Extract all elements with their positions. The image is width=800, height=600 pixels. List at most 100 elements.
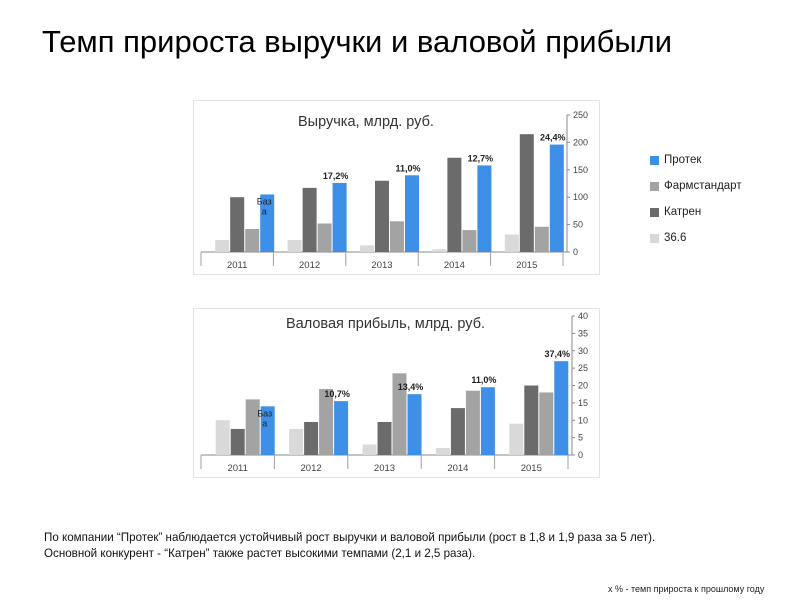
bar-фармстандарт-2014: [465, 390, 480, 455]
legend-label: Протек: [664, 154, 702, 166]
bar-протек-2013: [405, 175, 419, 252]
y-tick-label: 10: [578, 415, 588, 425]
legend-swatch: [650, 207, 659, 217]
bar-протек-2013: [407, 394, 422, 455]
bar-катрен-2011: [230, 428, 245, 455]
page-title: Темп прироста выручки и валовой прибыли: [42, 24, 673, 59]
y-tick-label: 150: [573, 165, 588, 175]
data-label: Баз: [257, 196, 272, 206]
chart-title: Выручка, млрд. руб.: [298, 114, 434, 130]
bar-катрен-2014: [450, 408, 465, 455]
bar-катрен-2011: [230, 197, 245, 252]
y-tick-label: 50: [573, 220, 583, 230]
bar-фармстандарт-2012: [317, 223, 332, 252]
chart-svg: Валовая прибыль, млрд. руб. 0 5 10 15 20 25 30 3…: [193, 308, 600, 478]
bar-протек-2014: [480, 387, 495, 455]
y-tick-label: 5: [578, 433, 583, 443]
data-label: 17,2%: [323, 171, 349, 181]
bar-36-6-2011: [215, 420, 230, 455]
bar-катрен-2012: [302, 187, 317, 252]
x-tick-label: 2014: [447, 463, 468, 474]
chart-title: Валовая прибыль, млрд. руб.: [286, 316, 485, 332]
bar-36-6-2013: [360, 245, 374, 252]
x-tick-label: 2011: [227, 463, 247, 474]
gross-profit-chart: Валовая прибыль, млрд. руб. 0 5 10 15 20 25 30 3…: [193, 308, 600, 478]
bar-протек-2015: [549, 144, 564, 252]
bar-фармстандарт-2013: [390, 221, 404, 252]
bar-36-6-2011: [215, 239, 230, 252]
bar-катрен-2014: [447, 157, 462, 252]
legend-item-pharmstandard: Фармстандарт: [650, 173, 742, 199]
legend-label: Катрен: [664, 206, 702, 218]
revenue-chart: Выручка, млрд. руб. 0 50 100 150 200 250 2011 Ба…: [193, 100, 600, 275]
bar-36-6-2015: [509, 423, 524, 455]
y-tick-label: 100: [573, 192, 588, 202]
legend-label: 36.6: [664, 232, 687, 244]
footnote: х % - темп прироста к прошлому году: [608, 584, 765, 594]
y-tick-label: 0: [573, 247, 578, 257]
bar-протек-2012: [334, 401, 349, 455]
x-tick-label: 2015: [516, 260, 537, 271]
bar-катрен-2012: [304, 421, 319, 455]
y-tick-label: 20: [578, 381, 588, 391]
legend-label: Фармстандарт: [664, 180, 742, 192]
x-tick-label: 2014: [444, 260, 465, 271]
data-label: 13,4%: [398, 382, 424, 392]
data-label: а: [262, 206, 267, 216]
legend-item-36-6: 36.6: [650, 225, 742, 251]
x-tick-label: 2012: [299, 260, 320, 271]
bar-36-6-2012: [287, 239, 302, 252]
x-tick-label: 2015: [521, 463, 542, 474]
y-tick-label: 250: [573, 110, 588, 120]
bar-фармстандарт-2015: [534, 226, 549, 252]
legend-item-protek: Протек: [650, 147, 742, 173]
chart-legend: Протек Фармстандарт Катрен 36.6: [650, 147, 742, 251]
summary-line: Основной конкурент - “Катрен” также раст…: [44, 547, 476, 560]
summary-text: По компании “Протек” наблюдается устойчи…: [44, 530, 764, 562]
bar-протек-2012: [332, 182, 347, 252]
bar-фармстандарт-2011: [245, 399, 260, 455]
bar-катрен-2013: [377, 421, 392, 455]
bar-36-6-2012: [289, 428, 304, 455]
y-tick-label: 25: [578, 363, 588, 373]
bar-протек-2014: [477, 165, 492, 252]
bar-протек-2015: [554, 361, 569, 455]
data-label: 12,7%: [468, 153, 494, 163]
data-label: 24,4%: [540, 133, 566, 143]
legend-swatch: [650, 181, 659, 191]
bar-фармстандарт-2015: [539, 392, 554, 455]
bar-36-6-2015: [504, 234, 519, 252]
bar-фармстандарт-2014: [462, 230, 477, 252]
chart-svg: Выручка, млрд. руб. 0 50 100 150 200 250 2011 Ба…: [193, 100, 600, 275]
bar-катрен-2015: [524, 385, 539, 455]
data-label: 10,7%: [324, 389, 350, 399]
x-tick-label: 2012: [301, 463, 322, 474]
bar-протек-2011: [260, 406, 275, 455]
y-tick-label: 40: [578, 311, 588, 321]
legend-swatch: [650, 233, 659, 243]
summary-line: По компании “Протек” наблюдается устойчи…: [44, 531, 656, 544]
data-label: Баз: [257, 408, 272, 418]
x-tick-label: 2013: [371, 260, 392, 271]
data-label: 11,0%: [471, 375, 496, 385]
bar-36-6-2014: [435, 448, 450, 455]
y-tick-label: 0: [578, 450, 583, 460]
bar-36-6-2013: [362, 444, 377, 455]
bar-катрен-2015: [519, 134, 534, 252]
x-tick-label: 2011: [227, 260, 247, 271]
y-tick-label: 15: [578, 398, 588, 408]
bar-катрен-2013: [375, 180, 389, 252]
bar-фармстандарт-2012: [319, 388, 334, 455]
x-tick-label: 2013: [374, 463, 395, 474]
bar-36-6-2014: [432, 249, 447, 252]
y-tick-label: 35: [578, 328, 588, 338]
y-tick-label: 30: [578, 346, 588, 356]
y-tick-label: 200: [573, 137, 588, 147]
bar-фармстандарт-2011: [245, 228, 260, 252]
data-label: а: [262, 418, 267, 428]
legend-swatch: [650, 155, 659, 165]
data-label: 11,0%: [395, 163, 420, 173]
bar-фармстандарт-2013: [392, 373, 407, 455]
bar-протек-2011: [260, 194, 275, 252]
data-label: 37,4%: [545, 349, 571, 359]
